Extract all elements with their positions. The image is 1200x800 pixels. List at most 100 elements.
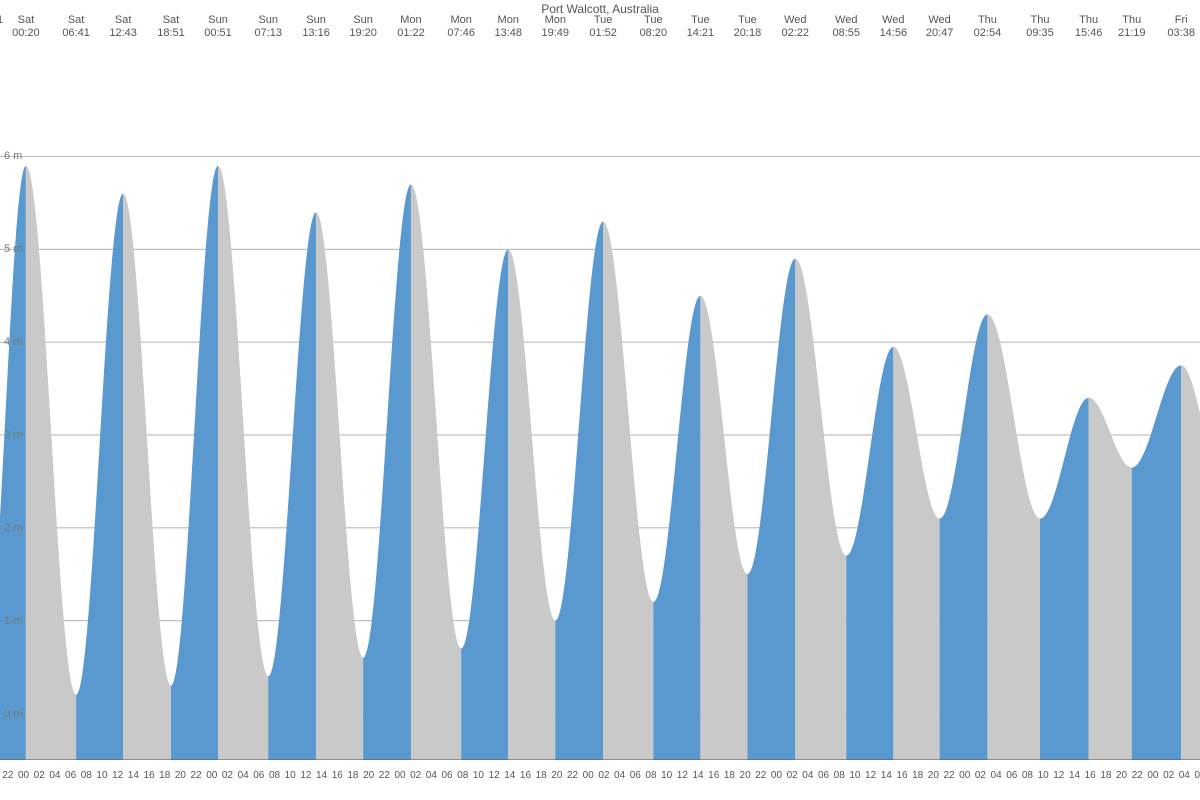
tide-chart-svg <box>0 60 1200 760</box>
x-tick-label: 14 <box>692 770 703 781</box>
header-time-label: Sat18:51 <box>147 14 195 40</box>
x-tick-label: 20 <box>175 770 186 781</box>
header-time-label: Tue20:18 <box>723 14 771 40</box>
x-tick-label: 06 <box>630 770 641 781</box>
x-tick-label: 18 <box>912 770 923 781</box>
x-tick-label: 10 <box>473 770 484 781</box>
x-tick-label: 12 <box>677 770 688 781</box>
y-tick-label: 3 m <box>4 429 22 441</box>
header-time-label: Sun07:13 <box>244 14 292 40</box>
x-tick-label: 20 <box>551 770 562 781</box>
y-tick-label: 0 m <box>4 708 22 720</box>
y-tick-label: 2 m <box>4 522 22 534</box>
x-tick-label: 12 <box>112 770 123 781</box>
header-time-label: Wed08:55 <box>822 14 870 40</box>
x-tick-label: 12 <box>865 770 876 781</box>
header-time-label: Sat12:43 <box>99 14 147 40</box>
x-tick-label: 16 <box>143 770 154 781</box>
x-tick-label: 02 <box>410 770 421 781</box>
x-tick-label: 00 <box>771 770 782 781</box>
x-tick-label: 22 <box>755 770 766 781</box>
x-tick-label: 04 <box>426 770 437 781</box>
header-time-label: Tue14:21 <box>676 14 724 40</box>
x-tick-label: 06 <box>1194 770 1200 781</box>
x-tick-label: 16 <box>332 770 343 781</box>
x-tick-label: 06 <box>441 770 452 781</box>
x-tick-label: 18 <box>347 770 358 781</box>
header-time-label: Mon01:22 <box>387 14 435 40</box>
x-tick-label: 18 <box>724 770 735 781</box>
header-time-label: Fri03:38 <box>1157 14 1200 40</box>
x-tick-label: 08 <box>457 770 468 781</box>
x-tick-label: 18 <box>1100 770 1111 781</box>
header-time-label: Thu21:19 <box>1108 14 1156 40</box>
x-tick-label: 02 <box>1163 770 1174 781</box>
x-tick-label: 04 <box>238 770 249 781</box>
x-tick-label: 22 <box>1132 770 1143 781</box>
header-time-label: Tue01:52 <box>579 14 627 40</box>
x-tick-label: 22 <box>943 770 954 781</box>
x-tick-label: 06 <box>818 770 829 781</box>
x-tick-label: 16 <box>708 770 719 781</box>
x-tick-label: 16 <box>520 770 531 781</box>
x-tick-label: 00 <box>394 770 405 781</box>
header-time-label: Mon07:46 <box>437 14 485 40</box>
y-tick-label: 6 m <box>4 150 22 162</box>
x-tick-label: 08 <box>834 770 845 781</box>
x-tick-label: 04 <box>614 770 625 781</box>
x-tick-label: 12 <box>300 770 311 781</box>
x-tick-label: 00 <box>583 770 594 781</box>
x-tick-label: 10 <box>1038 770 1049 781</box>
x-tick-label: 22 <box>191 770 202 781</box>
x-tick-label: 20 <box>740 770 751 781</box>
header-time-label: Wed14:56 <box>869 14 917 40</box>
header-time-label: Thu09:35 <box>1016 14 1064 40</box>
x-tick-label: 08 <box>269 770 280 781</box>
x-tick-label: 08 <box>81 770 92 781</box>
x-tick-label: 04 <box>802 770 813 781</box>
header-time-label: Thu15:46 <box>1065 14 1113 40</box>
x-tick-label: 20 <box>363 770 374 781</box>
x-tick-label: 06 <box>65 770 76 781</box>
header-labels: 1Sat00:20Sat06:41Sat12:43Sat18:51Sun00:5… <box>0 14 1200 44</box>
header-time-label: Thu02:54 <box>963 14 1011 40</box>
x-tick-label: 00 <box>18 770 29 781</box>
header-time-label: Sun13:16 <box>292 14 340 40</box>
x-tick-label: 02 <box>787 770 798 781</box>
x-tick-label: 04 <box>1179 770 1190 781</box>
x-tick-label: 20 <box>1116 770 1127 781</box>
x-tick-label: 22 <box>379 770 390 781</box>
tide-chart: 0 m1 m2 m3 m4 m5 m6 m 220002040608101214… <box>0 60 1200 760</box>
header-time-label: Sat06:41 <box>52 14 100 40</box>
header-time-label: Sat00:20 <box>2 14 50 40</box>
header-time-label: Mon19:49 <box>531 14 579 40</box>
header-time-label: Wed20:47 <box>916 14 964 40</box>
x-tick-label: 06 <box>1006 770 1017 781</box>
x-tick-label: 18 <box>159 770 170 781</box>
y-tick-label: 4 m <box>4 336 22 348</box>
x-tick-label: 10 <box>661 770 672 781</box>
x-tick-label: 00 <box>206 770 217 781</box>
x-tick-label: 14 <box>128 770 139 781</box>
header-time-label: Sun19:20 <box>339 14 387 40</box>
x-tick-label: 02 <box>34 770 45 781</box>
x-tick-label: 12 <box>489 770 500 781</box>
x-tick-label: 12 <box>1053 770 1064 781</box>
x-tick-label: 08 <box>1022 770 1033 781</box>
header-time-label: Sun00:51 <box>194 14 242 40</box>
x-tick-label: 06 <box>253 770 264 781</box>
x-tick-label: 04 <box>49 770 60 781</box>
x-tick-label: 10 <box>285 770 296 781</box>
x-tick-label: 16 <box>1085 770 1096 781</box>
x-tick-label: 04 <box>991 770 1002 781</box>
x-tick-label: 08 <box>645 770 656 781</box>
header-time-label: Mon13:48 <box>484 14 532 40</box>
y-tick-label: 5 m <box>4 243 22 255</box>
x-tick-label: 16 <box>896 770 907 781</box>
x-tick-label: 02 <box>222 770 233 781</box>
x-tick-label: 18 <box>536 770 547 781</box>
x-tick-label: 10 <box>96 770 107 781</box>
x-tick-label: 14 <box>316 770 327 781</box>
x-tick-label: 02 <box>598 770 609 781</box>
x-tick-label: 14 <box>1069 770 1080 781</box>
